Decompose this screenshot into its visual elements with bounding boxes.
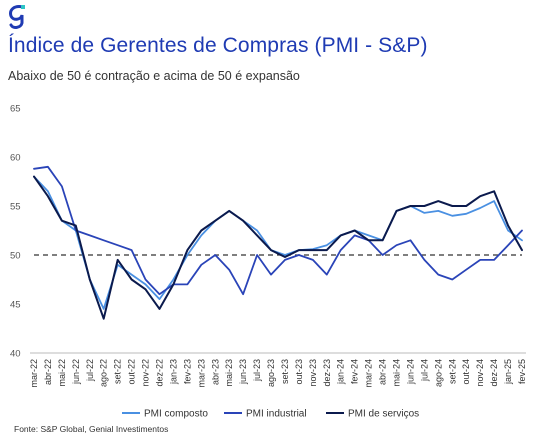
y-tick-label: 45 xyxy=(10,300,21,311)
x-tick-label: nov-24 xyxy=(475,359,485,387)
x-tick-label: jul-22 xyxy=(85,359,95,382)
x-tick-label: mar-22 xyxy=(29,359,39,388)
series-line-2 xyxy=(33,175,523,320)
x-tick-label: set-22 xyxy=(113,359,123,384)
x-tick-label: abr-24 xyxy=(378,359,388,385)
series-line-1 xyxy=(33,165,523,296)
legend-label: PMI de serviços xyxy=(348,409,419,420)
x-tick-label: out-23 xyxy=(294,359,304,385)
y-tick-label: 65 xyxy=(10,104,21,115)
y-tick-label: 40 xyxy=(10,349,21,360)
x-tick-label: abr-23 xyxy=(210,359,220,385)
x-tick-label: dez-22 xyxy=(154,359,164,387)
x-tick-label: nov-22 xyxy=(141,359,151,387)
source-note: Fonte: S&P Global, Genial Investimentos xyxy=(14,424,169,434)
x-tick-label: mar-24 xyxy=(364,359,374,388)
series-line-0 xyxy=(33,175,523,310)
x-tick-label: jun-24 xyxy=(405,359,415,385)
x-tick-label: out-24 xyxy=(461,359,471,385)
x-tick-label: jan-23 xyxy=(168,359,178,385)
y-axis: 40 45 50 55 60 65 xyxy=(10,104,21,360)
y-tick-label: 55 xyxy=(10,202,21,213)
x-tick-label: ago-24 xyxy=(433,359,443,387)
x-tick-label: set-24 xyxy=(447,359,457,384)
x-tick-label: ago-22 xyxy=(99,359,109,387)
x-tick-label: fev-25 xyxy=(517,359,527,384)
x-tick-label: set-23 xyxy=(280,359,290,384)
legend: PMI composto PMI industrial PMI de serviço… xyxy=(122,409,419,420)
x-axis: mar-22 abr-22 mai-22 jun-22 jul-22 ago-22 set-… xyxy=(29,352,527,388)
y-tick-label: 50 xyxy=(10,251,21,262)
x-tick-label: fev-23 xyxy=(182,359,192,384)
x-tick-label: fev-24 xyxy=(350,359,360,384)
x-tick-label: ago-23 xyxy=(266,359,276,387)
x-tick-label: dez-24 xyxy=(489,359,499,387)
y-tick-label: 60 xyxy=(10,153,21,164)
x-tick-label: jan-24 xyxy=(336,359,346,385)
x-tick-label: jan-25 xyxy=(503,359,513,385)
x-tick-label: jun-23 xyxy=(238,359,248,385)
x-tick-label: jul-24 xyxy=(419,359,429,382)
chart-subtitle: Abaixo de 50 é contração e acima de 50 é… xyxy=(8,69,300,83)
x-tick-label: jul-23 xyxy=(252,359,262,382)
x-tick-label: nov-23 xyxy=(308,359,318,387)
legend-label: PMI industrial xyxy=(246,409,307,420)
legend-label: PMI composto xyxy=(144,409,208,420)
genial-logo-icon xyxy=(9,5,25,29)
x-tick-label: abr-22 xyxy=(43,359,53,385)
x-tick-label: mai-23 xyxy=(224,359,234,387)
x-tick-label: mar-23 xyxy=(196,359,206,388)
x-tick-label: dez-23 xyxy=(322,359,332,387)
x-tick-label: mai-24 xyxy=(392,359,402,387)
x-tick-label: mai-22 xyxy=(57,359,67,387)
chart-title: Índice de Gerentes de Compras (PMI - S&P… xyxy=(8,34,428,57)
x-tick-label: out-22 xyxy=(127,359,137,385)
series-lines xyxy=(33,165,523,320)
x-tick-label: jun-22 xyxy=(71,359,81,385)
